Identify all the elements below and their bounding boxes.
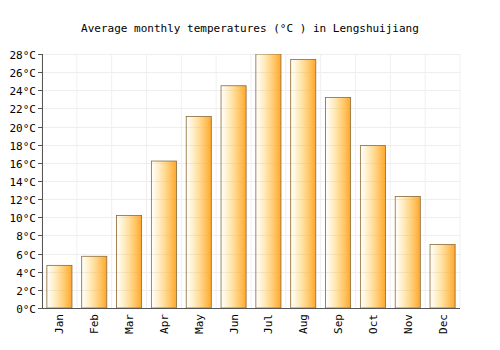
y-tick (38, 290, 42, 291)
bar (82, 256, 107, 308)
x-tick-label: Apr (158, 314, 171, 334)
y-tick (38, 145, 42, 146)
bar (256, 54, 281, 308)
grid-line (42, 54, 460, 55)
bar (430, 245, 455, 309)
grid-line (42, 108, 460, 109)
y-tick (38, 108, 42, 109)
y-tick (38, 308, 42, 309)
y-tick-label: 4°C (16, 267, 36, 280)
y-tick-label: 6°C (16, 249, 36, 262)
x-tick-label: Jun (228, 314, 241, 334)
grid (42, 54, 460, 309)
bar (326, 98, 351, 308)
grid-line (42, 127, 460, 128)
x-axis (42, 308, 460, 309)
y-tick (38, 163, 42, 164)
y-tick-label: 10°C (10, 212, 37, 225)
y-tick-label: 12°C (10, 194, 37, 207)
x-tick-label: Sep (332, 314, 345, 334)
y-tick-label: 0°C (16, 303, 36, 316)
y-tick (38, 90, 42, 91)
y-tick-label: 16°C (10, 158, 37, 171)
y-tick-label: 2°C (16, 285, 36, 298)
x-tick-label: Oct (367, 314, 380, 334)
bar (291, 59, 316, 308)
bar (186, 117, 211, 308)
title: Average monthly temperatures (°C ) in Le… (81, 22, 419, 35)
y-tick (38, 254, 42, 255)
x-tick-label: Aug (297, 314, 310, 334)
y-axis (42, 54, 43, 308)
bar (117, 215, 142, 308)
bar (151, 161, 176, 308)
y-tick (38, 127, 42, 128)
grid-line (42, 163, 460, 164)
x-tick-label: Jul (262, 314, 275, 334)
y-tick (38, 181, 42, 182)
y-tick (38, 235, 42, 236)
x-tick-label: Feb (88, 314, 101, 334)
bars (47, 54, 455, 308)
y-tick-label: 24°C (10, 85, 37, 98)
bar (47, 265, 72, 308)
y-tick-label: 18°C (10, 140, 37, 153)
bar (360, 146, 385, 308)
grid-line (42, 181, 460, 182)
y-tick (38, 54, 42, 55)
x-tick-label: Nov (402, 314, 415, 334)
x-tick-label: Dec (437, 314, 450, 334)
chart: Average monthly temperatures (°C ) in Le… (0, 0, 500, 350)
x-tick-label: Mar (123, 314, 136, 334)
x-tick-label: Jan (53, 314, 66, 334)
y-tick-label: 8°C (16, 230, 36, 243)
y-tick-label: 14°C (10, 176, 37, 189)
y-tick-label: 26°C (10, 67, 37, 80)
grid-line (42, 145, 460, 146)
y-tick-label: 22°C (10, 103, 37, 116)
y-tick (38, 217, 42, 218)
grid-line (42, 90, 460, 91)
y-tick (38, 272, 42, 273)
grid-line (42, 308, 460, 309)
y-tick (38, 72, 42, 73)
y-tick-label: 20°C (10, 122, 37, 135)
y-tick-label: 28°C (10, 49, 37, 62)
y-tick (38, 199, 42, 200)
bar (221, 86, 246, 308)
grid-line (42, 72, 460, 73)
x-tick-label: May (193, 314, 206, 334)
bar (395, 196, 420, 308)
